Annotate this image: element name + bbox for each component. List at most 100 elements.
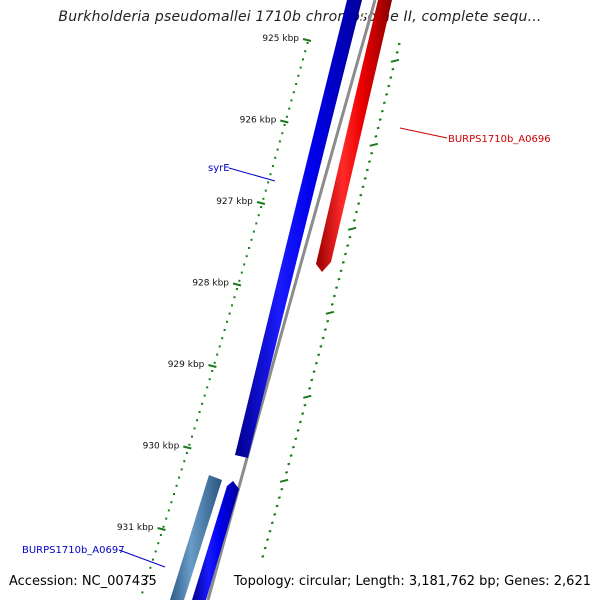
tick-label: 927 kbp — [216, 197, 253, 207]
minor-tick — [252, 230, 255, 233]
major-tick — [157, 527, 166, 531]
feature-steelblue[interactable] — [170, 475, 222, 600]
outer-minor-tick — [348, 235, 352, 239]
minor-tick — [292, 91, 295, 94]
outer-minor-tick — [273, 513, 277, 516]
outer-minor-tick — [357, 202, 361, 205]
minor-tick — [306, 42, 309, 44]
outer-major-tick — [325, 310, 335, 315]
outer-minor-tick — [323, 328, 327, 331]
outer-minor-tick — [268, 529, 272, 533]
gene-BURPS1710b_A0697[interactable] — [192, 481, 239, 600]
minor-tick — [226, 320, 229, 323]
minor-tick — [250, 238, 253, 241]
minor-tick — [243, 263, 246, 266]
outer-minor-tick — [319, 345, 323, 348]
outer-major-tick — [279, 478, 289, 483]
gene-label-BURPS1710b_A0697[interactable]: BURPS1710b_A0697 — [22, 545, 125, 556]
outer-minor-tick — [365, 168, 369, 172]
minor-tick — [175, 484, 178, 487]
outer-minor-tick — [337, 277, 341, 281]
gene-BURPS1710b_A0696[interactable] — [316, 0, 392, 272]
tick-label: 931 kbp — [117, 523, 154, 533]
gene-syrE[interactable] — [235, 0, 362, 458]
outer-minor-tick — [359, 193, 363, 197]
minor-tick — [283, 124, 286, 126]
minor-tick — [167, 509, 170, 512]
minor-tick — [240, 271, 243, 274]
gene-label-syrE[interactable]: syrE — [208, 163, 230, 174]
minor-tick — [152, 558, 154, 561]
minor-tick — [201, 402, 204, 405]
tick-label: 928 kbp — [192, 279, 229, 289]
minor-tick — [154, 550, 157, 553]
minor-tick — [248, 247, 251, 249]
minor-tick — [157, 542, 160, 545]
minor-tick — [223, 329, 226, 331]
label-line-BURPS1710b_A0696 — [399, 127, 448, 139]
label-line-BURPS1710b_A0697 — [118, 549, 166, 568]
outer-minor-tick — [266, 538, 270, 541]
minor-tick — [180, 468, 183, 471]
major-tick — [208, 364, 217, 368]
outer-minor-tick — [397, 42, 401, 46]
minor-tick — [165, 517, 168, 520]
outer-minor-tick — [287, 462, 291, 466]
minor-tick — [149, 566, 152, 569]
outer-minor-tick — [321, 336, 325, 340]
major-tick — [183, 445, 192, 450]
minor-tick — [257, 214, 260, 217]
outer-minor-tick — [354, 210, 359, 214]
outer-minor-tick — [294, 437, 298, 441]
minor-tick — [213, 361, 216, 364]
tick-label: 926 kbp — [240, 116, 277, 126]
outer-minor-tick — [314, 361, 318, 365]
minor-tick — [264, 189, 267, 192]
minor-tick — [211, 370, 214, 372]
minor-tick — [198, 411, 201, 413]
outer-minor-tick — [346, 244, 350, 247]
label-line-syrE — [228, 167, 276, 182]
minor-tick — [297, 74, 300, 77]
outer-minor-tick — [308, 387, 312, 390]
minor-tick — [221, 337, 224, 340]
outer-minor-tick — [280, 487, 284, 491]
outer-tick-ring — [261, 42, 401, 558]
minor-tick — [162, 525, 165, 528]
major-tick — [280, 119, 289, 124]
outer-minor-tick — [263, 546, 267, 550]
minor-tick — [304, 50, 307, 53]
minor-tick — [302, 58, 304, 61]
outer-minor-tick — [270, 521, 274, 525]
outer-minor-tick — [291, 445, 295, 449]
minor-tick — [260, 206, 263, 208]
major-tick — [232, 282, 242, 287]
minor-tick — [188, 443, 191, 446]
outer-minor-tick — [382, 101, 386, 105]
major-tick — [256, 201, 266, 205]
minor-tick — [255, 222, 258, 225]
outer-minor-tick — [361, 185, 365, 189]
minor-tick — [288, 107, 291, 110]
outer-minor-tick — [275, 504, 279, 508]
minor-tick — [233, 296, 236, 299]
outer-minor-tick — [332, 294, 336, 298]
minor-tick — [173, 493, 175, 495]
outer-minor-tick — [310, 378, 314, 382]
outer-minor-tick — [378, 118, 382, 121]
minor-tick — [271, 165, 274, 167]
gene-label-BURPS1710b_A0696[interactable]: BURPS1710b_A0696 — [448, 134, 551, 145]
minor-tick — [218, 345, 221, 348]
outer-minor-tick — [289, 454, 293, 457]
scale-ticks: 925 kbp 926 kbp 927 kbp 928 kbp 929 kbp 930 k… — [117, 34, 312, 533]
minor-tick — [278, 140, 281, 143]
outer-minor-tick — [339, 269, 343, 273]
outer-minor-tick — [277, 496, 281, 499]
outer-minor-tick — [376, 126, 380, 130]
minor-tick — [206, 386, 209, 389]
minor-tick — [196, 419, 199, 422]
minor-tick — [238, 279, 241, 282]
major-tick — [302, 38, 312, 42]
outer-minor-tick — [326, 319, 330, 323]
